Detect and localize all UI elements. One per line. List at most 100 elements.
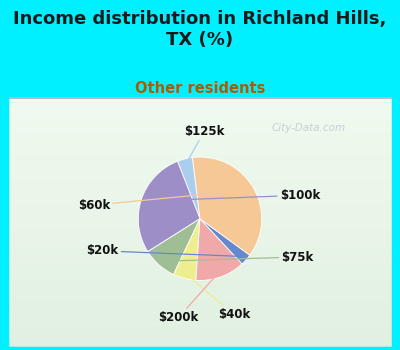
Bar: [8, 244, 392, 247]
Bar: [8, 104, 392, 107]
Text: Other residents: Other residents: [135, 81, 265, 96]
Bar: [8, 151, 392, 154]
Bar: [8, 188, 392, 191]
Bar: [8, 154, 392, 157]
Wedge shape: [200, 219, 250, 264]
Bar: [8, 281, 392, 284]
Bar: [8, 232, 392, 235]
Bar: [8, 328, 392, 331]
Bar: [8, 169, 392, 173]
Bar: [8, 269, 392, 272]
Bar: [8, 331, 392, 334]
Bar: [8, 138, 392, 141]
Text: $75k: $75k: [162, 251, 314, 264]
Wedge shape: [174, 219, 200, 280]
Bar: [8, 185, 392, 188]
Bar: [8, 334, 392, 337]
Bar: [8, 98, 392, 101]
Bar: [0, 346, 400, 350]
Bar: [8, 101, 392, 104]
Bar: [8, 179, 392, 182]
Wedge shape: [192, 157, 262, 255]
Bar: [8, 117, 392, 120]
Bar: [8, 290, 392, 294]
Bar: [8, 234, 392, 238]
Bar: [8, 176, 392, 179]
Bar: [8, 278, 392, 281]
Bar: [8, 287, 392, 290]
Bar: [8, 300, 392, 303]
Text: $100k: $100k: [146, 189, 320, 202]
Bar: [8, 343, 392, 346]
Bar: [8, 322, 392, 325]
Bar: [8, 260, 392, 262]
Bar: [8, 312, 392, 315]
Bar: [8, 113, 392, 117]
Bar: [8, 157, 392, 160]
Text: $40k: $40k: [186, 274, 250, 321]
Bar: [392, 0, 400, 350]
Bar: [8, 111, 392, 113]
Wedge shape: [196, 219, 242, 280]
Text: $60k: $60k: [78, 190, 249, 212]
Bar: [8, 201, 392, 204]
Text: $200k: $200k: [158, 272, 219, 324]
Bar: [8, 297, 392, 300]
Bar: [8, 318, 392, 322]
Bar: [8, 132, 392, 135]
Bar: [8, 337, 392, 340]
Bar: [8, 98, 392, 346]
Bar: [8, 219, 392, 222]
Bar: [8, 182, 392, 185]
Bar: [8, 126, 392, 129]
Bar: [8, 284, 392, 287]
Wedge shape: [148, 219, 200, 274]
Bar: [8, 272, 392, 275]
Bar: [8, 325, 392, 328]
Text: City-Data.com: City-Data.com: [272, 123, 346, 133]
Bar: [8, 141, 392, 145]
Wedge shape: [138, 161, 200, 252]
Bar: [8, 213, 392, 216]
Bar: [8, 204, 392, 207]
Text: $20k: $20k: [86, 244, 242, 257]
Bar: [8, 257, 392, 260]
Bar: [8, 216, 392, 219]
Bar: [8, 222, 392, 225]
Bar: [0, 0, 8, 350]
Bar: [8, 194, 392, 197]
Bar: [8, 266, 392, 269]
Bar: [8, 163, 392, 166]
Bar: [8, 160, 392, 163]
Bar: [8, 262, 392, 266]
Bar: [8, 166, 392, 169]
Bar: [8, 309, 392, 312]
Bar: [8, 173, 392, 176]
Bar: [8, 253, 392, 257]
Bar: [8, 241, 392, 244]
Bar: [8, 120, 392, 123]
Bar: [8, 303, 392, 306]
Wedge shape: [178, 158, 200, 219]
Bar: [8, 306, 392, 309]
Bar: [8, 191, 392, 194]
Bar: [8, 135, 392, 138]
Bar: [8, 229, 392, 232]
Bar: [8, 238, 392, 241]
Bar: [8, 148, 392, 151]
Bar: [8, 107, 392, 111]
Bar: [8, 247, 392, 250]
Bar: [8, 197, 392, 201]
Bar: [8, 225, 392, 229]
Bar: [8, 275, 392, 278]
Bar: [8, 129, 392, 132]
Bar: [8, 340, 392, 343]
Bar: [8, 207, 392, 210]
Bar: [8, 294, 392, 297]
Bar: [8, 250, 392, 253]
Text: $125k: $125k: [184, 125, 224, 164]
Bar: [8, 123, 392, 126]
Bar: [8, 210, 392, 213]
Text: Income distribution in Richland Hills,
TX (%): Income distribution in Richland Hills, T…: [13, 10, 387, 49]
Bar: [8, 315, 392, 318]
